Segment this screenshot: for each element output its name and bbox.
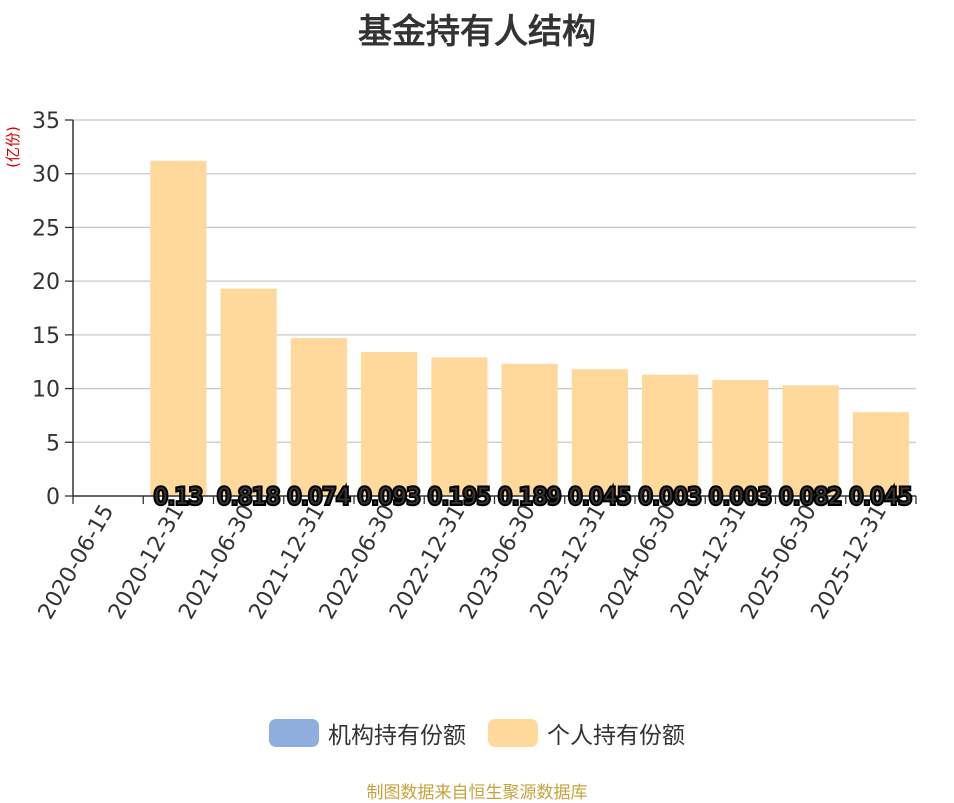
chart-title: 基金持有人结构: [358, 12, 596, 52]
labels-layer: 0.13 0.818 0.074 0.093 0.195 0.189 0.045 0.003 0…: [152, 483, 914, 512]
legend-swatch-individual: [488, 719, 538, 747]
legend-swatch-institution: [269, 719, 319, 747]
source-note: 制图数据来自恒生聚源数据库: [366, 783, 588, 803]
y-tick-label: 35: [32, 109, 60, 134]
y-tick-label: 30: [32, 163, 60, 188]
y-tick-label: 15: [32, 324, 60, 349]
grid-layer: [73, 119, 916, 443]
bar-individual-2022-06-30[interactable]: [361, 352, 418, 496]
bars-layer: [150, 160, 909, 496]
bar-individual-2021-12-31[interactable]: [290, 338, 347, 496]
bar-individual-2025-06-30[interactable]: [782, 385, 839, 496]
y-tick-label: 10: [32, 378, 60, 403]
y-tick-label: 0: [46, 485, 60, 510]
data-label-institution-2021-12-31: 0.074: [287, 485, 350, 510]
bar-individual-2023-12-31[interactable]: [571, 369, 628, 496]
bar-individual-2023-06-30[interactable]: [501, 363, 558, 496]
y-tick-label: 25: [32, 216, 60, 241]
bar-individual-2024-12-31[interactable]: [712, 379, 769, 496]
data-label-institution-2022-06-30: 0.093: [358, 485, 421, 510]
bar-individual-2024-06-30[interactable]: [642, 374, 699, 496]
bar-individual-2022-12-31[interactable]: [431, 357, 488, 496]
data-label-institution-2023-06-30: 0.189: [498, 485, 561, 510]
legend-item-institution[interactable]: 机构持有份额: [269, 716, 466, 750]
data-label-institution-2025-12-31: 0.045: [849, 485, 912, 510]
data-label-institution-2020-12-31: 0.13: [154, 485, 203, 510]
data-label-institution-2021-06-30: 0.818: [217, 485, 280, 510]
bar-individual-2025-12-31[interactable]: [852, 412, 909, 496]
bar-individual-2020-12-31[interactable]: [150, 160, 207, 496]
legend: 机构持有份额 个人持有份额: [0, 716, 954, 750]
y-tick-label: 20: [32, 270, 60, 295]
bar-individual-2021-06-30[interactable]: [220, 288, 277, 496]
data-label-institution-2023-12-31: 0.045: [568, 485, 631, 510]
data-label-institution-2025-06-30: 0.082: [779, 485, 842, 510]
legend-label-individual: 个人持有份额: [547, 723, 685, 749]
legend-label-institution: 机构持有份额: [328, 723, 466, 749]
x-tick-label-2025-12-31: 2025-12-31: [806, 501, 892, 624]
data-label-institution-2024-06-30: 0.003: [639, 485, 702, 510]
y-axis-label: (亿份): [4, 126, 22, 168]
data-label-institution-2022-12-31: 0.195: [428, 485, 491, 510]
legend-item-individual[interactable]: 个人持有份额: [488, 716, 685, 750]
y-tick-label: 5: [46, 431, 60, 456]
data-label-institution-2024-12-31: 0.003: [709, 485, 772, 510]
